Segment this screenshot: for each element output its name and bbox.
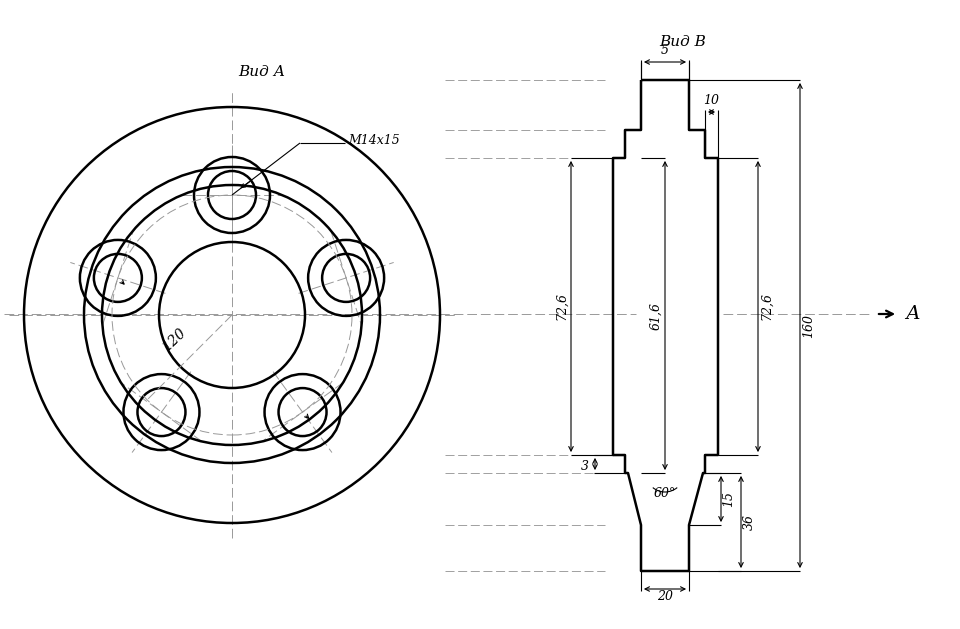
Text: 61,6: 61,6 bbox=[650, 301, 662, 330]
Text: 160: 160 bbox=[803, 313, 815, 338]
Text: 15: 15 bbox=[723, 491, 735, 507]
Text: 60°: 60° bbox=[654, 487, 676, 500]
Text: 36: 36 bbox=[742, 514, 756, 530]
Text: 3: 3 bbox=[581, 460, 589, 472]
Text: М14х15: М14х15 bbox=[348, 133, 399, 147]
Text: А: А bbox=[905, 305, 920, 323]
Text: 72,6: 72,6 bbox=[556, 292, 568, 321]
Text: Вид А: Вид А bbox=[238, 65, 285, 79]
Text: 20: 20 bbox=[657, 590, 673, 603]
Text: 5: 5 bbox=[661, 44, 669, 57]
Text: 120: 120 bbox=[159, 326, 188, 354]
Text: 10: 10 bbox=[704, 94, 719, 107]
Text: 72,6: 72,6 bbox=[760, 292, 774, 321]
Text: Вид В: Вид В bbox=[660, 35, 707, 49]
